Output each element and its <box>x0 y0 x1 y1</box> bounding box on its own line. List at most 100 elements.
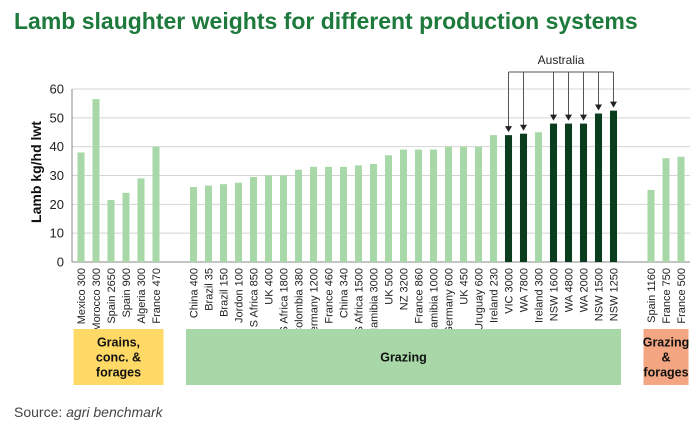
bar <box>429 149 438 262</box>
x-tick-label: Colombia 380 <box>294 268 306 336</box>
group-label: forages <box>96 366 141 380</box>
chart-title: Lamb slaughter weights for different pro… <box>14 8 638 34</box>
bar <box>677 156 685 262</box>
x-tick-label: Jordon 100 <box>234 268 246 323</box>
group-box <box>643 329 689 385</box>
x-tick-label: Mexico 300 <box>76 268 88 324</box>
arrow-head <box>595 104 602 111</box>
x-tick-label: Ireland 230 <box>489 268 501 323</box>
x-tick-label: Spain 1160 <box>646 268 658 323</box>
gridlines <box>72 88 690 234</box>
x-tick-label: Morocco 300 <box>91 268 103 332</box>
bar <box>204 185 213 262</box>
group-label: Grazing <box>643 336 690 350</box>
x-tick-label: Namibia 1000 <box>429 268 441 336</box>
x-tick-labels: Mexico 300 Morocco 300 Spain 2650 Spain 900… <box>76 268 688 341</box>
x-tick-label: Algeria 300 <box>136 268 148 324</box>
bar <box>279 175 288 262</box>
x-tick-label: France 750 <box>661 268 673 324</box>
group-label: Grains, <box>97 336 140 350</box>
y-tick-label: 0 <box>57 255 64 270</box>
y-tick-label: 60 <box>50 82 64 97</box>
source-name: agri benchmark <box>66 404 163 420</box>
x-tick-label: France 460 <box>324 268 336 324</box>
group-label: & <box>661 351 670 365</box>
group-label: Grazing <box>380 351 427 365</box>
bar <box>662 158 670 262</box>
x-tick-label: UK 450 <box>459 268 471 305</box>
bar <box>459 146 468 262</box>
bar <box>122 192 130 262</box>
bar <box>152 146 160 262</box>
x-tick-label: UK 500 <box>384 268 396 305</box>
x-tick-label: Namibia 3000 <box>369 268 381 336</box>
bar <box>249 176 258 262</box>
annotation-label: Australia <box>538 53 585 67</box>
bar <box>189 187 198 262</box>
x-tick-label: France 860 <box>414 268 426 324</box>
group-label: forages <box>643 366 688 380</box>
group-box <box>186 329 621 385</box>
bar <box>647 189 655 262</box>
x-tick-label: Germany 1200 <box>309 268 321 341</box>
arrow-head <box>610 101 617 108</box>
y-tick-label: 50 <box>50 110 64 125</box>
x-tick-label: Brazil 35 <box>204 268 216 311</box>
x-tick-label: Brazil 150 <box>219 268 231 317</box>
bar <box>474 146 483 262</box>
y-axis-label: Lamb kg/hd lwt <box>28 121 44 223</box>
x-tick-label: France 470 <box>151 268 163 324</box>
bar <box>444 146 453 262</box>
group-label: conc. & <box>96 351 141 365</box>
bar <box>504 135 513 262</box>
bar <box>137 178 145 262</box>
bar <box>354 165 363 262</box>
x-tick-label: UK 400 <box>264 268 276 305</box>
y-tick-label: 20 <box>50 197 64 212</box>
x-tick-label: Ireland 300 <box>534 268 546 323</box>
bar <box>564 123 573 262</box>
australia-annotation: Australia <box>505 53 617 133</box>
x-tick-label: China 400 <box>189 268 201 318</box>
bar <box>489 135 498 262</box>
bar <box>107 200 115 262</box>
arrow-head <box>505 126 512 133</box>
arrow-head <box>580 114 587 121</box>
bar <box>534 132 543 262</box>
x-tick-label: WA 2000 <box>579 268 591 312</box>
bar <box>549 123 558 262</box>
y-tick-label: 40 <box>50 139 64 154</box>
bar <box>234 182 243 262</box>
x-tick-label: NSW 1600 <box>549 268 561 321</box>
x-tick-label: Germany 600 <box>444 268 456 335</box>
bar <box>309 166 318 262</box>
bar <box>77 152 85 262</box>
arrow-head <box>550 114 557 121</box>
y-tick-label: 10 <box>50 226 64 241</box>
arrow-head <box>520 124 527 131</box>
x-tick-label: NSW 1500 <box>594 268 606 321</box>
bars <box>77 99 685 262</box>
x-tick-label: VIC 3000 <box>504 268 516 314</box>
bar <box>609 110 618 262</box>
arrow-head <box>565 114 572 121</box>
source-note: Source: agri benchmark <box>14 404 163 420</box>
x-tick-label: S Africa 1500 <box>354 268 366 333</box>
y-tick-label: 30 <box>50 168 64 183</box>
bar <box>519 133 528 262</box>
bar <box>369 163 378 262</box>
bar <box>264 175 273 262</box>
bar <box>92 99 100 262</box>
bar <box>384 155 393 262</box>
x-tick-label: S Africa 850 <box>249 268 261 327</box>
bar <box>414 149 423 262</box>
bar <box>579 123 588 262</box>
group-box <box>73 329 164 385</box>
x-tick-label: Spain 900 <box>121 268 133 318</box>
bar <box>399 149 408 262</box>
bar <box>594 113 603 262</box>
x-tick-label: NSW 1250 <box>609 268 621 321</box>
x-tick-label: Spain 2650 <box>106 268 118 324</box>
bar <box>294 169 303 262</box>
